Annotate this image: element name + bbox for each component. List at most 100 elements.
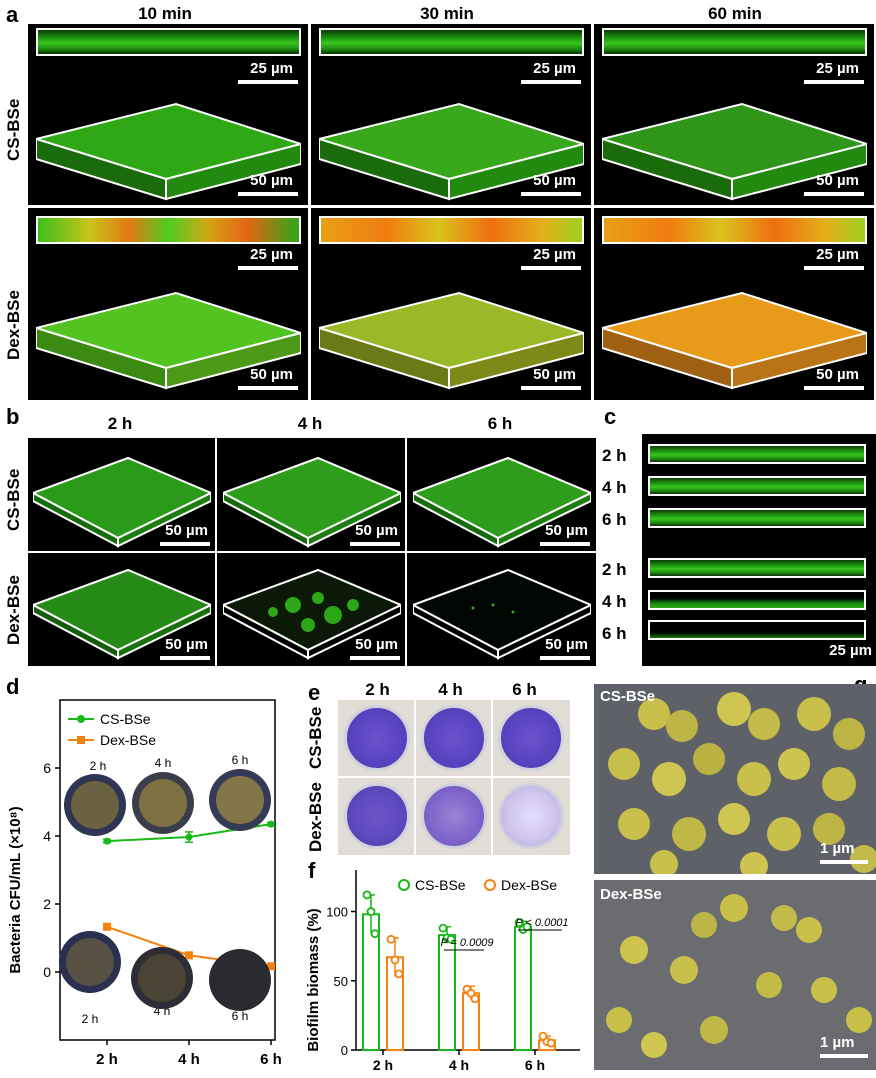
panel-a-label: a <box>6 2 19 27</box>
scale-label: 25 µm <box>533 60 576 77</box>
scale-bar <box>521 386 581 390</box>
data-point-dex <box>103 922 111 931</box>
scale-bar <box>540 656 590 660</box>
p-value-6h: P < 0.0001 <box>515 917 568 929</box>
dex-10min-3d <box>32 288 305 393</box>
scale-label: 25 µm <box>816 246 859 263</box>
bar-cs <box>514 925 532 1051</box>
cs-4h-3d <box>223 456 401 548</box>
panel-b-col-2: 4 h <box>297 414 323 433</box>
panel-c-image: 25 µm <box>642 434 876 666</box>
panel-c-container: 2 h 4 h 6 h 2 h 4 h 6 h 25 µm <box>600 432 876 666</box>
scale-label: 50 µm <box>533 366 576 383</box>
data-point-cs <box>185 833 193 841</box>
legend-cs-marker <box>77 715 85 723</box>
scale-bar <box>521 266 581 270</box>
scale-bar <box>160 656 210 660</box>
panel-c-label: c <box>604 404 617 429</box>
dex-30min-3d <box>315 288 588 393</box>
grid-divider <box>28 551 596 553</box>
plate-label: 6 h <box>232 1009 249 1023</box>
panel-c-time-label: 2 h <box>602 446 627 465</box>
replicate-point <box>470 994 480 1004</box>
scale-bar <box>238 386 298 390</box>
panel-c-time-label: 6 h <box>602 624 627 643</box>
panel-c-time-label: 2 h <box>602 560 627 579</box>
plate-label: 4 h <box>155 756 172 770</box>
scale-label: 50 µm <box>165 522 208 539</box>
scale-bar <box>238 266 298 270</box>
dex-60min-xz-slice <box>602 216 867 244</box>
scale-bar <box>350 542 400 546</box>
replicate-point <box>394 969 404 979</box>
agar-plate-dex-6h <box>209 949 271 1011</box>
scale-bar <box>804 266 864 270</box>
chart-d-ylabel: Bacteria CFU/mL (×10⁸) <box>7 806 24 973</box>
panel-e-row-dex: Dex-BSe <box>306 782 325 853</box>
panel-e-col-2: 4 h <box>438 680 463 699</box>
y-tick-label: 2 <box>43 896 51 912</box>
dex-10min-image: 25 µm 50 µm <box>28 208 308 400</box>
panel-a-col-2: 30 min <box>420 4 474 23</box>
replicate-point <box>386 934 396 944</box>
scale-bar <box>540 542 590 546</box>
sem-cs-cells <box>608 692 876 874</box>
replicate-point <box>446 934 456 944</box>
cs-2h-3d <box>33 456 211 548</box>
plate-label: 2 h <box>90 759 107 773</box>
well-dex-2h <box>344 783 410 849</box>
well-cs-2h <box>344 705 410 771</box>
panel-b-col-1: 2 h <box>107 414 133 433</box>
replicate-point <box>514 918 524 928</box>
panel-b-col-3: 6 h <box>487 414 513 433</box>
cs-10min-3d <box>32 99 305 204</box>
dex-60min-image: 25 µm 50 µm <box>594 208 874 400</box>
sem-dex-label: Dex-BSe <box>600 886 662 903</box>
panel-e-row-cs: CS-BSe <box>306 706 325 769</box>
dex-30min-image: 25 µm 50 µm <box>311 208 591 400</box>
agar-plate-dex-2h <box>59 931 121 993</box>
well-dex-6h <box>498 783 564 849</box>
chart-f-legend: CS-BSe Dex-BSe <box>398 877 557 893</box>
data-point-dex <box>267 962 275 971</box>
cs-4h-xz <box>648 476 866 496</box>
cs-10min-xz-slice <box>36 28 301 56</box>
dex-60min-3d <box>598 288 871 393</box>
panel-e-col-3: 6 h <box>512 680 537 699</box>
panel-e-col-1: 2 h <box>365 680 390 699</box>
scale-label: 50 µm <box>355 636 398 653</box>
scale-bar <box>804 386 864 390</box>
sem-cs-label: CS-BSe <box>600 688 656 705</box>
legend-dex-label: Dex-BSe <box>501 877 557 893</box>
panel-a-row-dex: Dex-BSe <box>4 290 23 360</box>
scale-label: 50 µm <box>355 522 398 539</box>
dex-2h-3d <box>33 568 211 660</box>
panel-b-row-dex: Dex-BSe <box>4 575 23 645</box>
scale-label: 50 µm <box>545 636 588 653</box>
replicate-point <box>546 1038 556 1048</box>
panel-d-label: d <box>6 674 20 699</box>
panel-f-label: f <box>308 858 316 883</box>
scale-bar <box>350 656 400 660</box>
cs-30min-3d <box>315 99 588 204</box>
scale-label: 1 µm <box>820 1034 855 1051</box>
panel-b-label: b <box>6 404 20 429</box>
replicate-point <box>366 907 376 916</box>
cs-6h-3d <box>413 456 591 548</box>
legend-cs-label: CS-BSe <box>100 711 151 727</box>
scale-label: 25 µm <box>533 246 576 263</box>
x-tick-label: 2 h <box>96 1051 118 1068</box>
scale-bar <box>238 192 298 196</box>
dex-10min-xz-slice <box>36 216 301 244</box>
scale-label: 50 µm <box>250 366 293 383</box>
well-dex-4h <box>421 783 487 849</box>
sem-dex-cells <box>606 894 872 1058</box>
scale-label: 25 µm <box>250 60 293 77</box>
legend-dex-label: Dex-BSe <box>100 732 156 748</box>
replicate-point <box>370 929 380 939</box>
legend-dex-marker <box>484 879 496 891</box>
dex-6h-3d <box>413 568 591 660</box>
dex-4h-3d <box>223 568 401 660</box>
scale-bar <box>820 860 868 864</box>
scale-label: 25 µm <box>829 642 872 659</box>
